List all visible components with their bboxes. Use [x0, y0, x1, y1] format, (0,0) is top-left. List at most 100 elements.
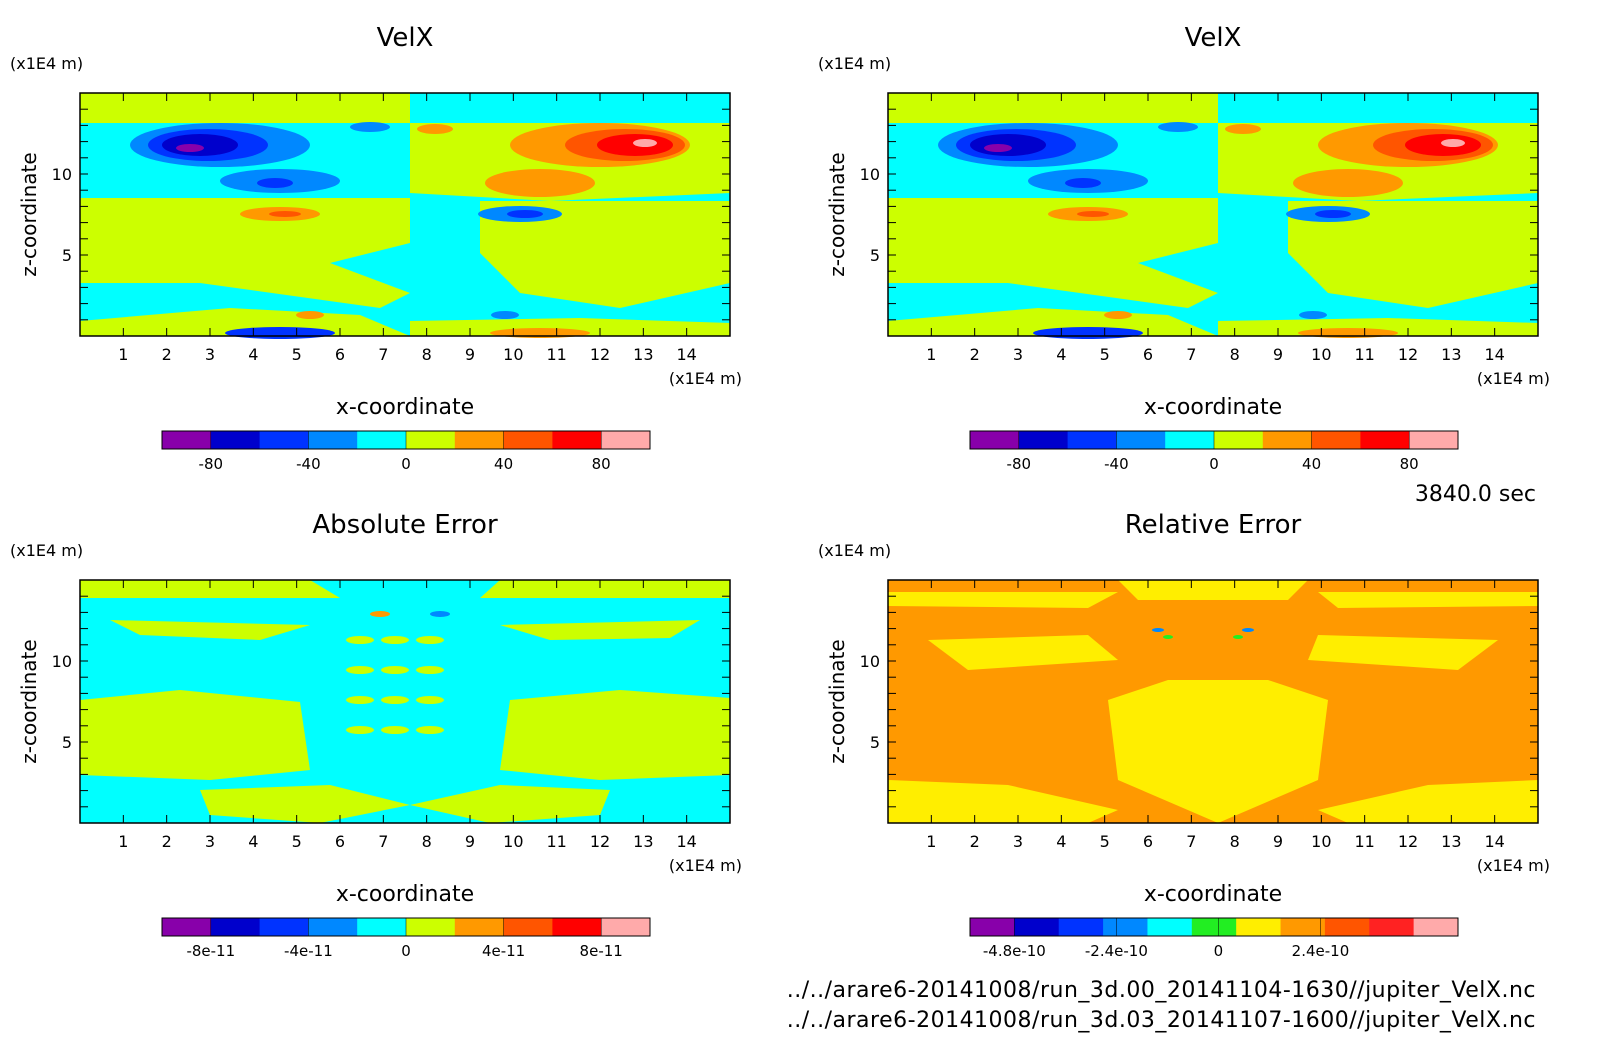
y-axis-label: z-coordinate: [825, 639, 849, 763]
y-axis-label: z-coordinate: [17, 152, 41, 276]
x-axis-label: x-coordinate: [1144, 882, 1282, 907]
field-region: [80, 580, 340, 598]
x-tick-label: 10: [503, 832, 523, 851]
field-region: [80, 308, 410, 336]
colorbar-swatch: [503, 918, 553, 936]
x-tick-label: 10: [1311, 832, 1331, 851]
blob-negative: [350, 122, 390, 132]
blob-negative: [1152, 628, 1164, 632]
x-tick-label: 11: [1354, 832, 1374, 851]
field-region: [928, 635, 1118, 670]
blob-negative: [1033, 327, 1143, 339]
chart-panel-4: Relative Error(x1E4 m)1 2 3 4 5 6 7 8 9 10 11 12 13 1…: [818, 510, 1550, 960]
x-tick-label: 1: [118, 345, 128, 364]
field-speck: [381, 696, 409, 704]
y-tick-label: 10: [52, 165, 72, 184]
colorbar-swatch: [1236, 918, 1282, 936]
y-tick-label: 10: [860, 165, 880, 184]
x-tick-label: 2: [970, 832, 980, 851]
colorbar-label: -40: [1104, 455, 1129, 473]
field-region: [410, 785, 610, 823]
blob-negative: [257, 178, 293, 188]
plot-frame: [79, 579, 731, 824]
x-tick-label: 5: [1100, 345, 1110, 364]
x-tick-label: 11: [1354, 345, 1374, 364]
x-tick-label: 13: [1441, 345, 1461, 364]
x-tick-label: 13: [633, 832, 653, 851]
field-region: [1308, 635, 1498, 670]
x-tick-label: 7: [378, 832, 388, 851]
field-region: [80, 690, 310, 780]
y-tick-label: 5: [870, 733, 880, 752]
x-tick-label: 6: [1143, 832, 1153, 851]
blob-negative: [225, 327, 335, 339]
x-tick-label: 4: [248, 832, 258, 851]
field-region: [888, 592, 1118, 608]
blob-positive: [633, 139, 657, 147]
colorbar-swatch: [1262, 431, 1313, 449]
plot-frame: [79, 92, 731, 337]
colorbar-swatch: [1409, 431, 1459, 449]
chart-panel-2: VelX(x1E4 m)1 2 3 4 5 6 7 8 9 10 11 12 13 14(x1E4 m)x…: [818, 23, 1550, 473]
x-tick-label: 6: [1143, 345, 1153, 364]
plot-frame: [887, 92, 1539, 337]
colorbar-label: 0: [401, 942, 411, 960]
field-speck: [346, 696, 374, 704]
blob-negative: [162, 134, 238, 156]
y-tick-label: 5: [870, 246, 880, 265]
x-tick-label: 3: [205, 832, 215, 851]
blob-positive: [370, 611, 390, 617]
field-speck: [381, 666, 409, 674]
x-tick-label: 12: [1398, 345, 1418, 364]
time-label: 3840.0 sec: [1414, 482, 1536, 507]
field-region: [480, 201, 730, 308]
colorbar: -4.8e-10 -2.4e-10 0 2.4e-10: [969, 917, 1459, 960]
colorbar-swatch: [454, 918, 505, 936]
x-tick-label: 1: [926, 832, 936, 851]
blob-negative: [1065, 178, 1101, 188]
blob-negative: [1242, 628, 1254, 632]
colorbar-swatch: [552, 431, 602, 449]
blob-positive: [1293, 169, 1403, 197]
colorbar-label: 0: [1214, 942, 1224, 960]
colorbar-swatch: [1067, 431, 1117, 449]
field-speck: [381, 636, 409, 644]
colorbar-swatch: [308, 918, 358, 936]
x-tick-label: 5: [1100, 832, 1110, 851]
colorbar: -80 -40 0 40 80: [969, 430, 1459, 473]
colorbar-swatch: [162, 431, 212, 449]
field-region: [1318, 780, 1538, 823]
x-tick-label: 3: [1013, 832, 1023, 851]
blob-negative: [970, 134, 1046, 156]
x-tick-label: 1: [118, 832, 128, 851]
colorbar-swatch: [1103, 918, 1148, 936]
colorbar-swatch: [970, 431, 1020, 449]
colorbar-swatch: [1360, 431, 1410, 449]
x-tick-label: 11: [546, 345, 566, 364]
field-region: [1218, 318, 1538, 336]
y-tick-label: 5: [62, 733, 72, 752]
colorbar-swatch: [1116, 431, 1166, 449]
x-tick-label: 12: [590, 345, 610, 364]
x-tick-label: 11: [546, 832, 566, 851]
colorbar-label: 4e-11: [482, 942, 525, 960]
field-region: [888, 93, 1218, 123]
plot-frame: [887, 579, 1539, 824]
colorbar-label: 8e-11: [580, 942, 623, 960]
x-tick-label: 1: [926, 345, 936, 364]
colorbar-label: 0: [1209, 455, 1219, 473]
field-region: [80, 93, 410, 123]
x-tick-label: 8: [422, 345, 432, 364]
colorbar-label: 40: [494, 455, 513, 473]
blob-positive: [1077, 211, 1109, 217]
x-tick-label: 12: [1398, 832, 1418, 851]
field-region: [500, 620, 700, 640]
x-tick-label: 2: [162, 832, 172, 851]
x-tick-label: 10: [1311, 345, 1331, 364]
y-axis-label: z-coordinate: [825, 152, 849, 276]
chart-title: VelX: [377, 23, 434, 53]
colorbar-swatch: [601, 431, 651, 449]
colorbar-swatch: [406, 431, 456, 449]
x-tick-label: 13: [633, 345, 653, 364]
x-axis-label: x-coordinate: [336, 395, 474, 420]
